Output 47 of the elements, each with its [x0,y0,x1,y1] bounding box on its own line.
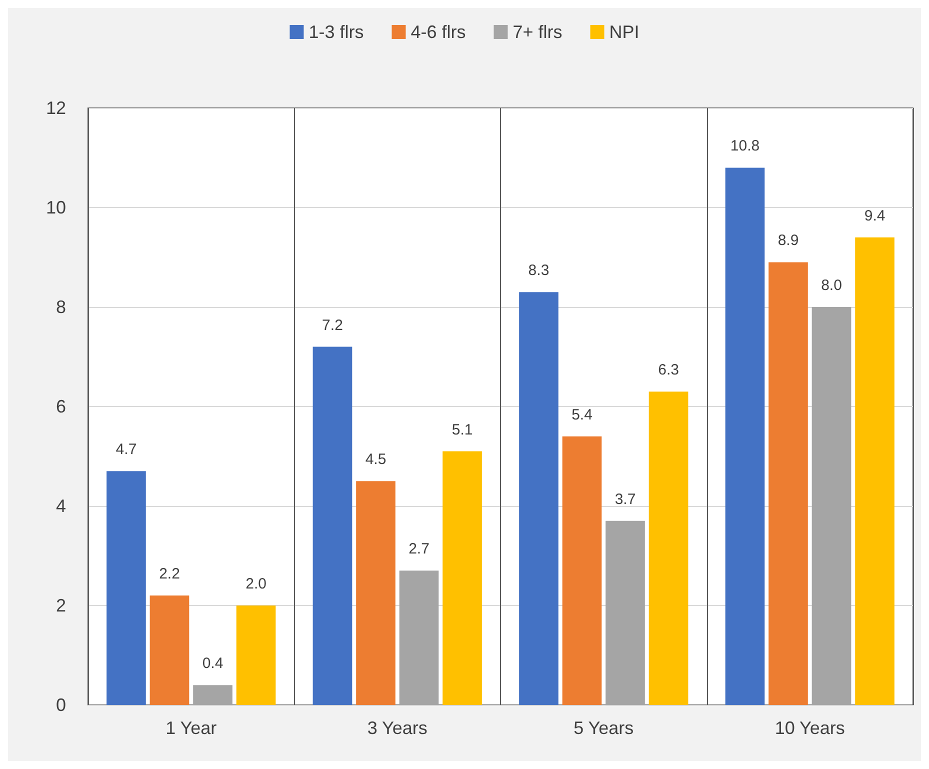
data-label: 8.0 [821,277,842,294]
data-label: 8.3 [528,262,550,280]
bar [648,392,688,705]
bar [606,520,645,705]
bar [519,292,558,705]
data-label: 4.7 [116,441,137,458]
y-tick-label: 8 [56,297,66,317]
data-label: 5.4 [572,406,592,424]
bar [725,168,765,705]
data-label: 10.8 [730,138,760,155]
legend-label: 7+ flrs [512,22,562,42]
bar [812,307,852,705]
x-tick-label: 10 Years [774,718,845,738]
legend-label: 4-6 flrs [410,22,466,42]
bar [768,262,808,705]
bar [312,346,352,705]
x-tick-label: 1 Year [166,718,217,738]
data-label: 8.9 [778,232,799,250]
data-label: 7.2 [322,316,343,334]
legend-label: NPI [609,22,640,42]
bar [193,685,232,705]
data-label: 2.2 [159,566,180,583]
data-label: 2.7 [408,540,430,558]
x-tick-label: 3 Years [367,718,428,738]
bar [399,570,439,705]
data-label: 5.1 [452,421,473,438]
bar [236,606,276,705]
bar [356,481,396,705]
y-tick-label: 12 [46,98,66,118]
bar [442,451,482,705]
y-tick-label: 2 [56,596,66,616]
bar [150,596,190,705]
x-tick-label: 5 Years [574,718,634,738]
bar [562,436,602,705]
y-tick-label: 0 [56,695,66,715]
data-label: 2.0 [246,576,266,592]
bar [855,237,894,705]
y-tick-label: 10 [46,198,66,218]
data-label: 3.7 [614,490,636,508]
data-label: 9.4 [864,207,886,224]
data-label: 4.5 [365,451,386,468]
legend-label: 1-3 flrs [308,22,364,42]
data-label: 0.4 [202,655,224,672]
y-tick-label: 4 [56,496,66,516]
bar [106,471,146,705]
data-label: 6.3 [658,362,679,379]
y-tick-label: 6 [56,396,66,416]
